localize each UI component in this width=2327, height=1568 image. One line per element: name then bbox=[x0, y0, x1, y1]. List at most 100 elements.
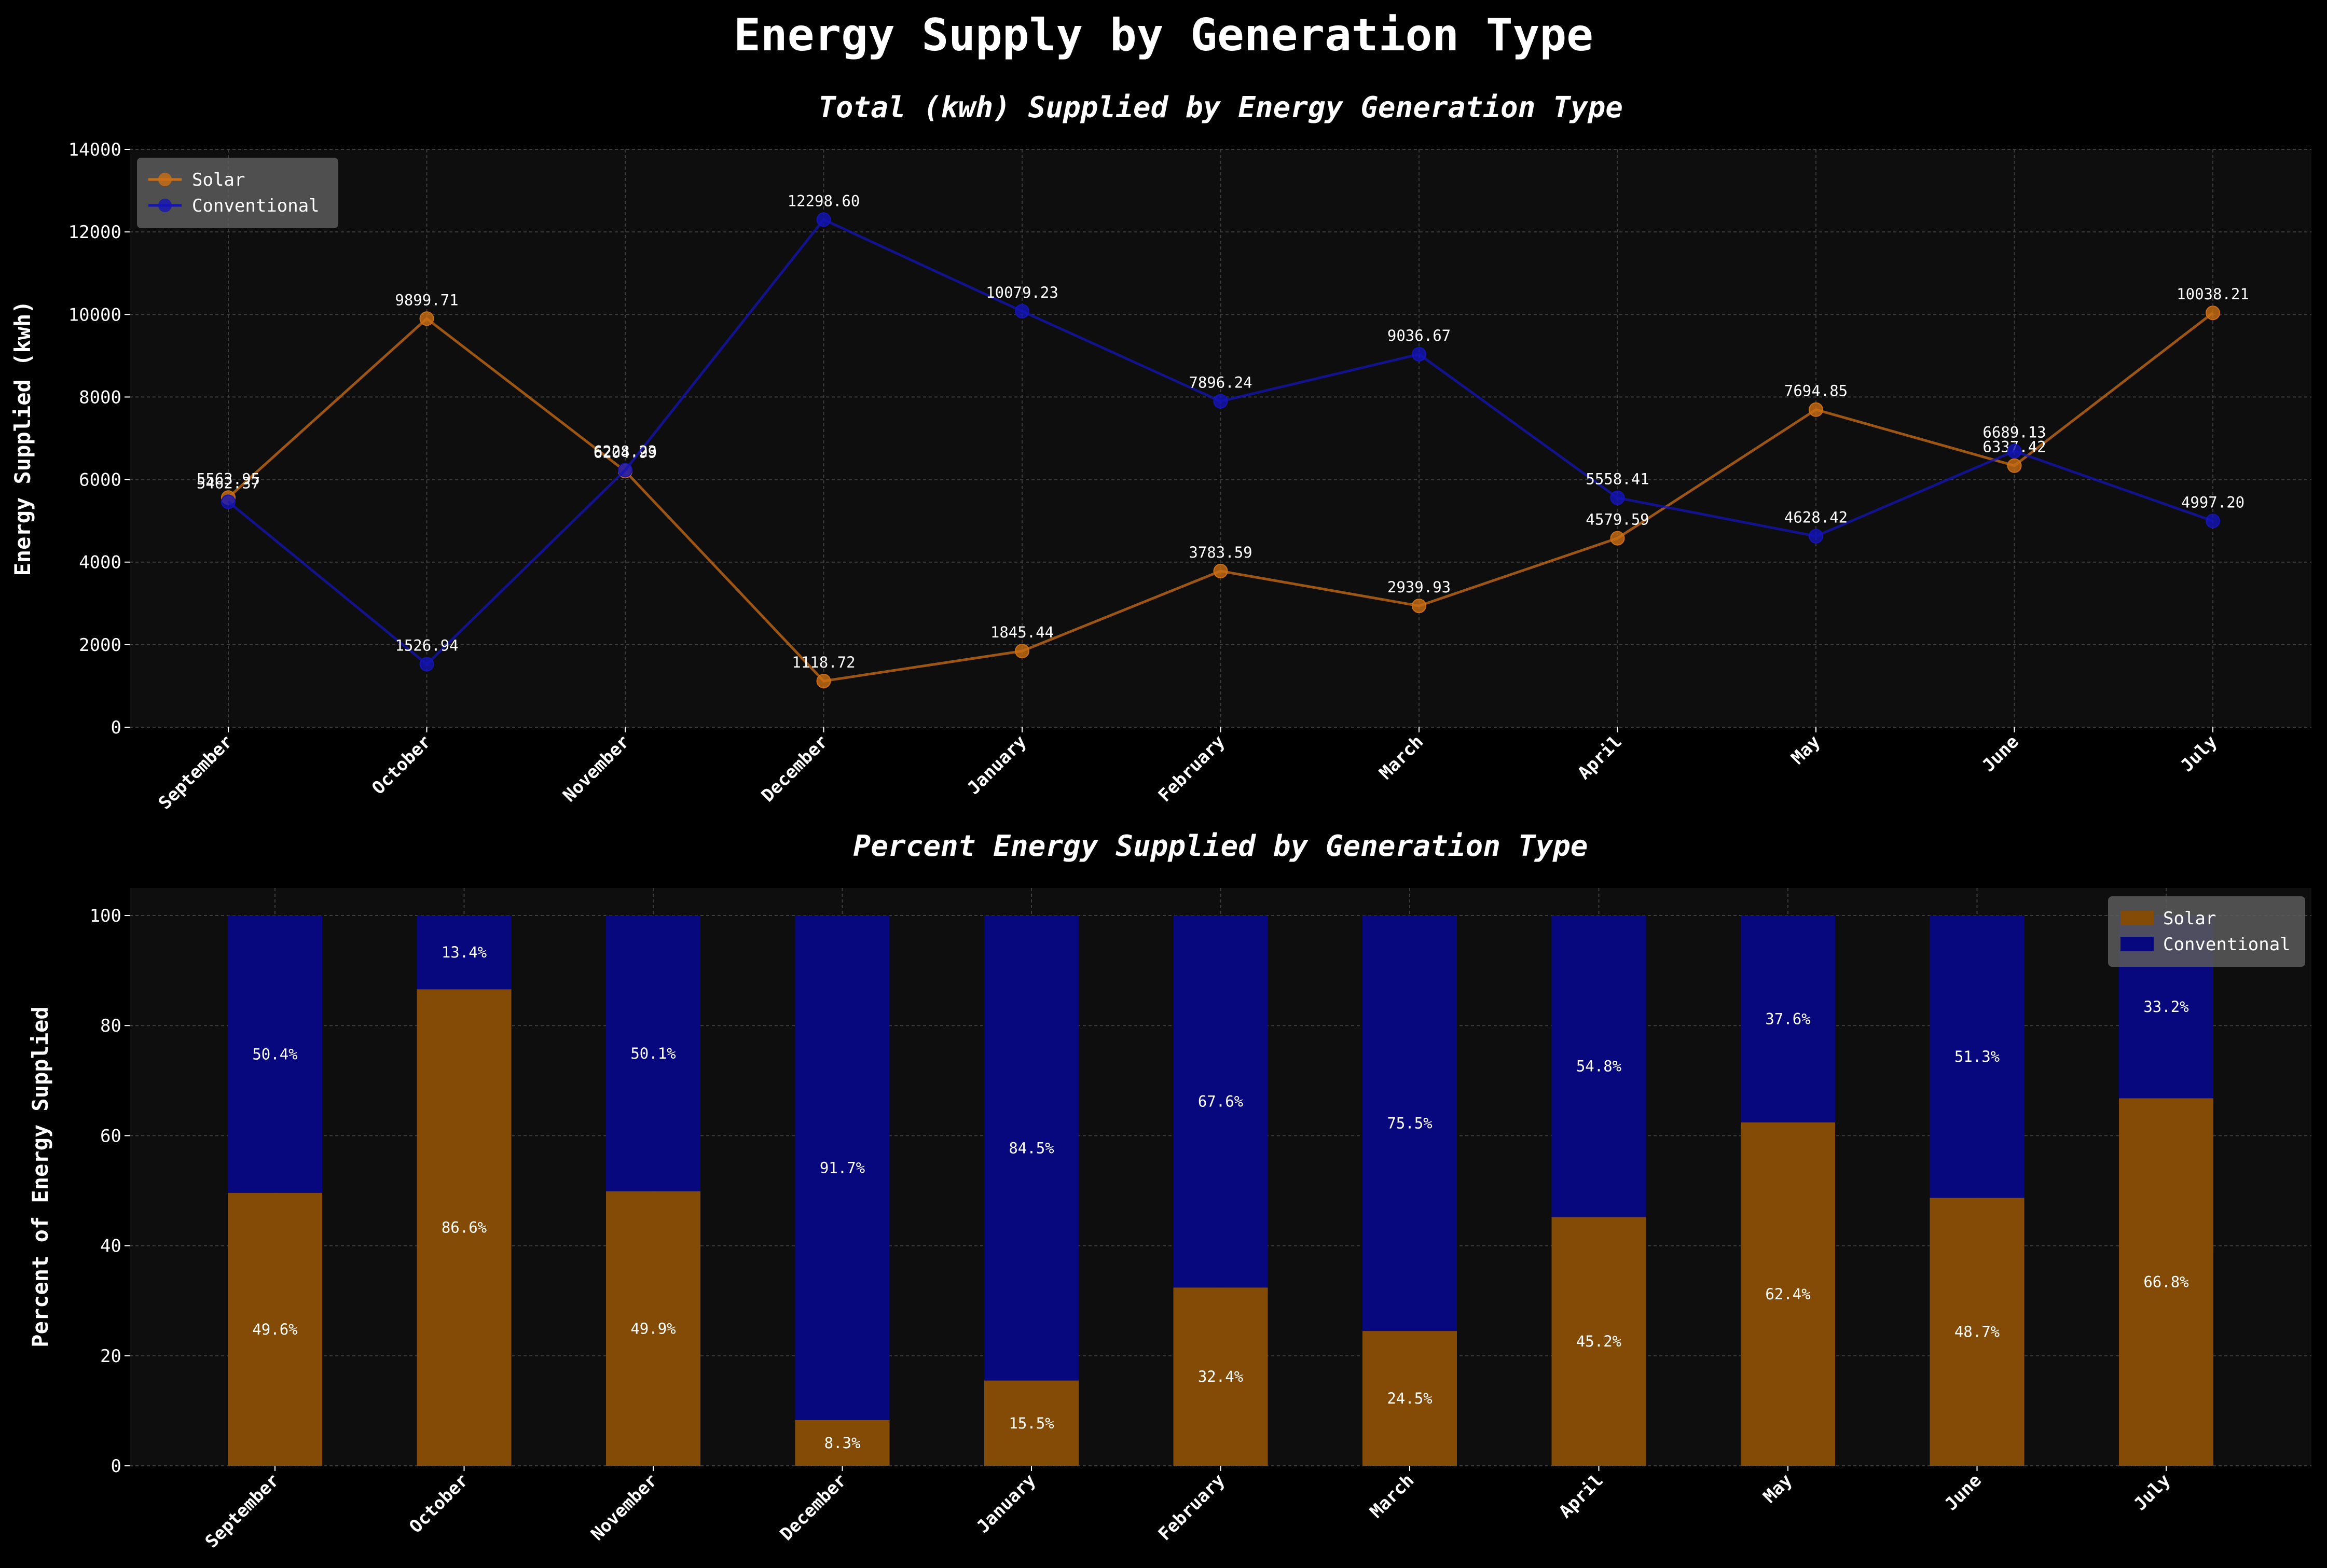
legend-swatch-conventional bbox=[2121, 937, 2154, 951]
data-point-conventional bbox=[221, 494, 236, 509]
legend-box bbox=[2108, 896, 2305, 967]
data-label-conventional: 6228.23 bbox=[594, 442, 657, 460]
data-point-solar bbox=[816, 673, 831, 688]
bar-conventional bbox=[228, 915, 322, 1193]
x-tick-label: May bbox=[1759, 1470, 1797, 1507]
bar-label-solar: 62.4% bbox=[1765, 1285, 1810, 1303]
legend-entry-conventional: Conventional bbox=[2163, 934, 2291, 955]
data-label-conventional: 1526.94 bbox=[395, 636, 458, 654]
bar-label-conventional: 75.5% bbox=[1387, 1115, 1432, 1132]
bar-label-conventional: 84.5% bbox=[1009, 1139, 1054, 1157]
bar-solar bbox=[984, 1380, 1079, 1466]
y-tick-label: 2000 bbox=[79, 635, 121, 656]
bar-label-conventional: 51.3% bbox=[1954, 1048, 2000, 1065]
bar-label-solar: 86.6% bbox=[442, 1219, 487, 1237]
chart-2-axes: 49.6% 86.6% 49.9% 8.3% 15.5% 32.4% 24.5% 45.2% 6… bbox=[27, 829, 2311, 1552]
data-point-conventional bbox=[419, 657, 434, 672]
bar-conventional bbox=[1741, 915, 1835, 1122]
x-tick-label: April bbox=[1555, 1470, 1607, 1522]
data-label-conventional: 6689.13 bbox=[1982, 424, 2046, 441]
series-conventional: 5462.37 1526.94 6228.23 12298.60 10079.23 789… bbox=[197, 192, 2245, 672]
bar-solar bbox=[1173, 1287, 1268, 1466]
data-label-conventional: 12298.60 bbox=[788, 192, 860, 210]
bar-conventional bbox=[1362, 915, 1457, 1331]
data-point-solar bbox=[1015, 644, 1029, 659]
bar-label-solar: 15.5% bbox=[1009, 1414, 1054, 1432]
x-tick-label: July bbox=[2130, 1470, 2174, 1515]
bar-conventional bbox=[1551, 915, 1646, 1217]
y-tick-label: 60 bbox=[100, 1126, 121, 1146]
legend-marker-conventional bbox=[158, 199, 172, 212]
data-point-solar bbox=[2007, 458, 2022, 473]
x-tick-label: December bbox=[758, 731, 832, 806]
bar-label-solar: 24.5% bbox=[1387, 1390, 1432, 1407]
y-tick-label: 100 bbox=[90, 906, 121, 926]
bar-label-conventional: 50.4% bbox=[252, 1045, 297, 1063]
x-tick-label: November bbox=[587, 1470, 662, 1545]
data-point-solar bbox=[419, 311, 434, 326]
data-point-conventional bbox=[2007, 443, 2022, 459]
bar-solar bbox=[1741, 1122, 1835, 1466]
y-tick-label: 6000 bbox=[79, 470, 121, 491]
y-tick-label: 8000 bbox=[79, 387, 121, 408]
y-tick-label: 20 bbox=[100, 1346, 121, 1367]
y-tick-label: 4000 bbox=[79, 552, 121, 573]
bar-label-solar: 32.4% bbox=[1198, 1368, 1243, 1385]
x-tick-label: October bbox=[405, 1470, 473, 1537]
bar-label-conventional: 67.6% bbox=[1198, 1093, 1243, 1111]
x-tick-label: December bbox=[776, 1470, 851, 1545]
y-tick-label: 10000 bbox=[68, 304, 121, 325]
bar-solar bbox=[2119, 1098, 2213, 1466]
data-label-conventional: 10079.23 bbox=[986, 284, 1058, 301]
bar-label-conventional: 91.7% bbox=[820, 1159, 865, 1176]
data-label-solar: 3783.59 bbox=[1189, 544, 1252, 561]
data-point-solar bbox=[2206, 306, 2220, 321]
bar-conventional bbox=[795, 915, 890, 1420]
data-point-solar bbox=[1412, 599, 1426, 614]
x-tick-label: June bbox=[1941, 1470, 1986, 1515]
data-label-solar: 9899.71 bbox=[395, 291, 458, 309]
data-label-solar: 10038.21 bbox=[2177, 285, 2249, 303]
bar-label-conventional: 37.6% bbox=[1765, 1010, 1810, 1028]
bar-label-solar: 66.8% bbox=[2143, 1273, 2188, 1291]
bar-label-solar: 8.3% bbox=[824, 1434, 861, 1452]
y-tick-label: 0 bbox=[111, 717, 121, 738]
data-point-solar bbox=[1809, 402, 1823, 417]
data-point-solar bbox=[1213, 563, 1228, 578]
data-point-conventional bbox=[1015, 303, 1029, 318]
data-label-solar: 1118.72 bbox=[792, 654, 855, 671]
bar-label-solar: 45.2% bbox=[1576, 1333, 1621, 1350]
bar-label-conventional: 54.8% bbox=[1576, 1058, 1621, 1075]
x-tick-label: March bbox=[1375, 731, 1428, 784]
y-tick-label: 0 bbox=[111, 1456, 121, 1477]
x-tick-label: April bbox=[1574, 731, 1626, 784]
bar-conventional bbox=[984, 915, 1079, 1381]
bar-label-conventional: 50.1% bbox=[630, 1045, 676, 1062]
bar-solar bbox=[417, 989, 512, 1466]
bar-solar bbox=[1930, 1198, 2025, 1466]
chart-title: Percent Energy Supplied by Generation Ty… bbox=[853, 829, 1588, 863]
y-tick-label: 14000 bbox=[68, 140, 121, 160]
series-conventional: 50.4% 13.4% 50.1% 91.7% 84.5% 67.6% 75.5% 54.8%… bbox=[228, 915, 2213, 1420]
data-label-solar: 2939.93 bbox=[1387, 578, 1451, 596]
x-tick-label: March bbox=[1366, 1470, 1419, 1522]
data-label-solar: 4579.59 bbox=[1586, 511, 1649, 529]
bar-label-solar: 48.7% bbox=[1954, 1323, 2000, 1341]
data-point-conventional bbox=[816, 212, 831, 227]
y-axis-label: Percent of Energy Supplied bbox=[27, 1006, 53, 1347]
x-tick-label: February bbox=[1154, 1470, 1229, 1545]
data-label-conventional: 4997.20 bbox=[2181, 493, 2245, 511]
y-tick-label: 40 bbox=[100, 1236, 121, 1257]
chart-title: Total (kwh) Supplied by Energy Generatio… bbox=[818, 91, 1623, 124]
bar-solar bbox=[606, 1191, 700, 1466]
data-label-solar: 1845.44 bbox=[990, 623, 1054, 641]
data-label-conventional: 5558.41 bbox=[1586, 470, 1649, 488]
bar-label-solar: 49.9% bbox=[630, 1320, 676, 1337]
x-tick-label: October bbox=[368, 731, 435, 799]
legend: Solar Conventional bbox=[137, 158, 338, 228]
legend-entry-solar: Solar bbox=[192, 170, 245, 190]
data-label-solar: 5563.95 bbox=[197, 470, 260, 488]
x-tick-label: September bbox=[155, 731, 237, 814]
bar-label-conventional: 13.4% bbox=[442, 943, 487, 961]
legend-box bbox=[137, 158, 338, 228]
